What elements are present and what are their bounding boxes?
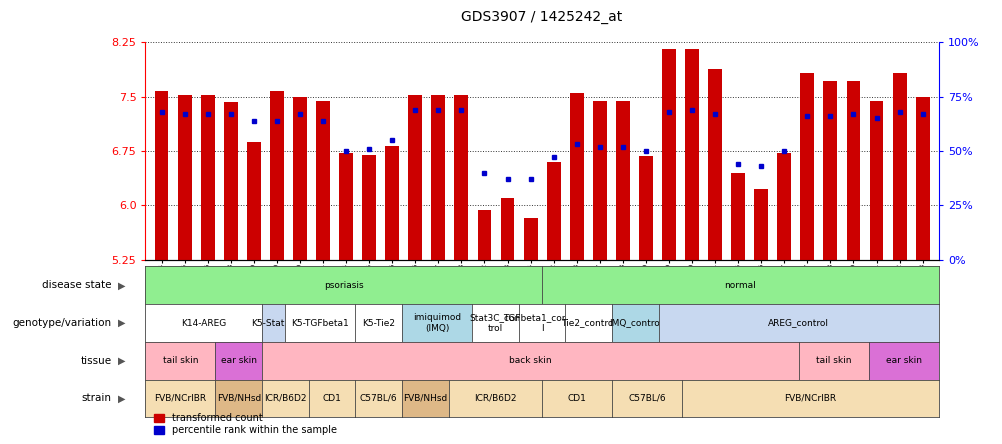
Text: disease state: disease state [42, 280, 112, 290]
Bar [777, 153, 791, 260]
Text: strain: strain [82, 393, 112, 404]
Text: Stat3C_con
trol: Stat3C_con trol [469, 313, 521, 333]
Text: GDS3907 / 1425242_at: GDS3907 / 1425242_at [461, 10, 622, 24]
Text: C57BL/6: C57BL/6 [627, 394, 665, 403]
Bar [661, 49, 675, 260]
Bar [223, 103, 237, 260]
Text: TGFbeta1_contro
l: TGFbeta1_contro l [503, 313, 580, 333]
Text: K5-Stat3C: K5-Stat3C [250, 318, 297, 328]
Bar [638, 156, 652, 260]
Text: FVB/NHsd: FVB/NHsd [403, 394, 447, 403]
Bar [730, 173, 744, 260]
Bar [707, 69, 721, 260]
Text: genotype/variation: genotype/variation [13, 318, 112, 328]
Bar [246, 142, 261, 260]
Bar [408, 95, 422, 260]
Bar [177, 95, 191, 260]
Bar [592, 101, 606, 260]
Text: IMQ_control: IMQ_control [608, 318, 661, 328]
Text: psoriasis: psoriasis [324, 281, 364, 290]
Bar [154, 91, 168, 260]
Bar [546, 162, 560, 260]
Text: FVB/NCrIBR: FVB/NCrIBR [784, 394, 836, 403]
Bar [293, 97, 307, 260]
Text: FVB/NHsd: FVB/NHsd [216, 394, 261, 403]
Text: ▶: ▶ [117, 356, 125, 366]
Text: ICR/B6D2: ICR/B6D2 [264, 394, 307, 403]
Text: AREG_control: AREG_control [768, 318, 829, 328]
Bar [523, 218, 537, 260]
Bar [431, 95, 445, 260]
Text: K5-TGFbeta1: K5-TGFbeta1 [292, 318, 349, 328]
Bar [823, 81, 837, 260]
Bar [200, 95, 214, 260]
Text: back skin: back skin [509, 356, 551, 365]
Text: tail skin: tail skin [816, 356, 851, 365]
Bar [684, 49, 698, 260]
Text: K14-AREG: K14-AREG [181, 318, 226, 328]
Text: tail skin: tail skin [162, 356, 198, 365]
Bar [339, 153, 353, 260]
Text: C57BL/6: C57BL/6 [360, 394, 397, 403]
Text: ▶: ▶ [117, 280, 125, 290]
Bar [454, 95, 468, 260]
Bar [362, 155, 376, 260]
Text: ear skin: ear skin [220, 356, 257, 365]
Bar [270, 91, 284, 260]
Bar [385, 146, 399, 260]
Text: K5-Tie2: K5-Tie2 [362, 318, 395, 328]
Bar [615, 101, 629, 260]
Text: FVB/NCrIBR: FVB/NCrIBR [154, 394, 206, 403]
Text: tissue: tissue [81, 356, 112, 366]
Bar [754, 190, 768, 260]
Text: ▶: ▶ [117, 393, 125, 404]
Bar [892, 73, 906, 260]
Bar [316, 101, 330, 260]
Text: CD1: CD1 [567, 394, 586, 403]
Text: CD1: CD1 [323, 394, 342, 403]
Text: ear skin: ear skin [885, 356, 921, 365]
Bar [800, 73, 814, 260]
Text: imiquimod
(IMQ): imiquimod (IMQ) [413, 313, 461, 333]
Text: normal: normal [723, 281, 756, 290]
Bar [477, 210, 491, 260]
Bar [869, 101, 883, 260]
Text: ICR/B6D2: ICR/B6D2 [474, 394, 516, 403]
Bar [846, 81, 860, 260]
Bar [500, 198, 514, 260]
Text: Tie2_control: Tie2_control [561, 318, 615, 328]
Bar [915, 97, 929, 260]
Legend: transformed count, percentile rank within the sample: transformed count, percentile rank withi… [150, 409, 341, 439]
Text: ▶: ▶ [117, 318, 125, 328]
Bar [569, 93, 583, 260]
